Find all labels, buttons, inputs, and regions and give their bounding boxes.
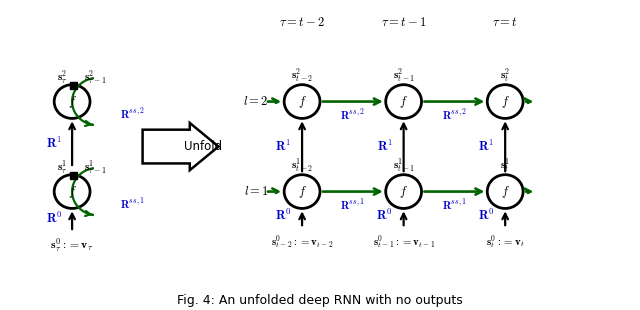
Text: $\mathbf{s}_{t}^2$: $\mathbf{s}_{t}^2$ [500,67,510,84]
Text: $\mathbf{s}_\tau^0 := \mathbf{v}_\tau$: $\mathbf{s}_\tau^0 := \mathbf{v}_\tau$ [50,236,94,254]
Text: $f$: $f$ [399,184,408,200]
Text: $\mathbf{s}_{\tau-1}^2$: $\mathbf{s}_{\tau-1}^2$ [84,69,106,86]
Circle shape [386,175,422,208]
Text: $\mathbf{s}_{t-2}^1$: $\mathbf{s}_{t-2}^1$ [291,157,313,175]
Text: $\mathbf{R}^0$: $\mathbf{R}^0$ [478,208,494,223]
Text: $l=1$: $l=1$ [243,185,269,198]
Text: $\mathbf{R}^0$: $\mathbf{R}^0$ [376,208,392,223]
Circle shape [386,85,422,118]
Text: $\mathbf{s}_{t-1}^0 := \mathbf{v}_{t-1}$: $\mathbf{s}_{t-1}^0 := \mathbf{v}_{t-1}$ [372,233,435,251]
Text: $\mathbf{R}^{ss,1}$: $\mathbf{R}^{ss,1}$ [340,198,365,212]
Text: $\mathbf{s}_{t}^0 := \mathbf{v}_{t}$: $\mathbf{s}_{t}^0 := \mathbf{v}_{t}$ [486,233,525,251]
Text: $f$: $f$ [500,184,509,200]
Text: $\tau = t-2$: $\tau = t-2$ [279,16,325,29]
Circle shape [284,175,320,208]
Text: $\mathbf{s}_{t-1}^2$: $\mathbf{s}_{t-1}^2$ [393,67,415,84]
Text: $\mathbf{R}^0$: $\mathbf{R}^0$ [275,208,291,223]
Text: $\mathbf{R}^{ss,1}$: $\mathbf{R}^{ss,1}$ [442,198,467,212]
Text: $f$: $f$ [500,94,509,109]
Text: $\mathbf{R}^1$: $\mathbf{R}^1$ [275,139,291,154]
Text: $\mathbf{s}_{\tau-1}^1$: $\mathbf{s}_{\tau-1}^1$ [84,159,106,176]
Text: $\mathbf{s}_{t-2}^2$: $\mathbf{s}_{t-2}^2$ [291,67,313,84]
Text: $\mathbf{R}^{ss,2}$: $\mathbf{R}^{ss,2}$ [120,107,146,121]
Text: $\tau = t$: $\tau = t$ [492,16,518,29]
Text: $\mathbf{s}_{t}^1$: $\mathbf{s}_{t}^1$ [500,157,510,175]
Circle shape [487,85,523,118]
Text: $\mathbf{s}_{t-2}^0 := \mathbf{v}_{t-2}$: $\mathbf{s}_{t-2}^0 := \mathbf{v}_{t-2}$ [271,233,333,251]
Polygon shape [143,123,218,170]
Bar [70,82,77,89]
Circle shape [54,175,90,208]
Text: $\mathbf{s}_\tau^2$: $\mathbf{s}_\tau^2$ [56,69,67,86]
Text: $\mathbf{s}_{t-1}^1$: $\mathbf{s}_{t-1}^1$ [393,157,415,175]
Text: $f$: $f$ [298,94,307,109]
Text: $\mathbf{R}^1$: $\mathbf{R}^1$ [46,136,62,151]
Text: Unfold: Unfold [184,140,222,153]
Text: $f$: $f$ [298,184,307,200]
Text: $\mathbf{R}^1$: $\mathbf{R}^1$ [377,139,392,154]
Text: $\mathbf{R}^0$: $\mathbf{R}^0$ [46,211,62,226]
Text: $\mathbf{R}^{ss,1}$: $\mathbf{R}^{ss,1}$ [120,197,145,211]
Text: $f$: $f$ [68,184,77,200]
Text: $\tau = t-1$: $\tau = t-1$ [381,16,426,29]
Text: $\mathbf{s}_\tau^1$: $\mathbf{s}_\tau^1$ [56,159,67,176]
Text: $\mathbf{R}^{ss,2}$: $\mathbf{R}^{ss,2}$ [442,108,467,122]
Text: $f$: $f$ [68,94,77,109]
Circle shape [284,85,320,118]
Text: $l=2$: $l=2$ [243,95,269,108]
Circle shape [487,175,523,208]
Text: $f$: $f$ [399,94,408,109]
Bar [70,172,77,179]
Text: Fig. 4: An unfolded deep RNN with no outputs: Fig. 4: An unfolded deep RNN with no out… [177,294,463,307]
Text: $\mathbf{R}^1$: $\mathbf{R}^1$ [478,139,494,154]
Circle shape [54,85,90,118]
Text: $\mathbf{R}^{ss,2}$: $\mathbf{R}^{ss,2}$ [340,108,365,122]
